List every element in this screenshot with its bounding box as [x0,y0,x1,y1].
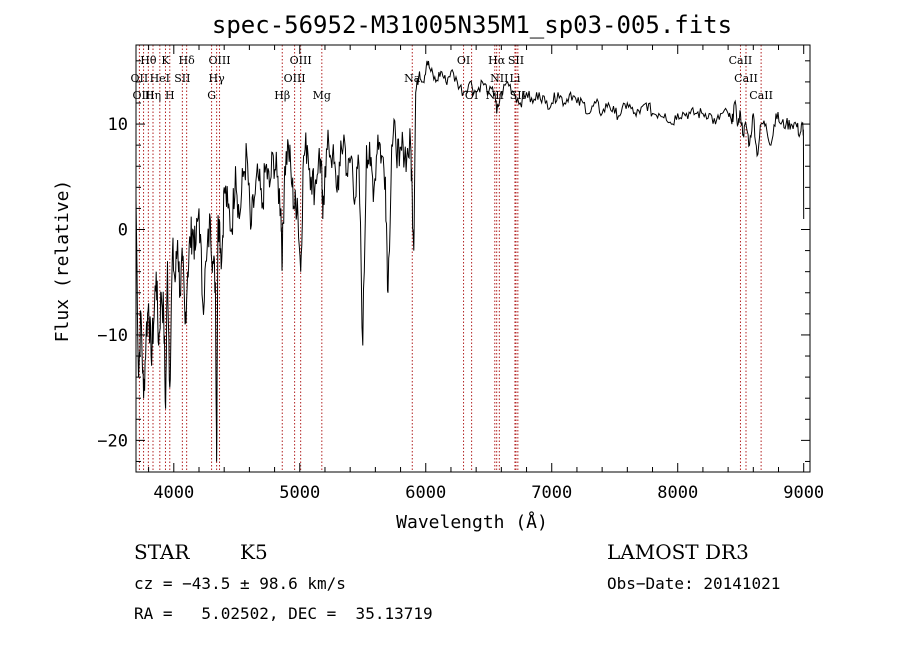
obs-date: Obs−Date: 20141021 [607,574,780,593]
plot-frame [135,44,811,473]
x-tick-label: 4000 [153,483,194,503]
spectral-line-label: CaII [734,72,758,85]
spectral-line-label: NII [490,72,508,85]
spectral-line-label: G [207,89,216,102]
spectral-line-label: OI [457,54,470,67]
spectral-line-label: HeI [150,72,170,85]
x-tick-label: 9000 [783,483,824,503]
x-tick-label: 7000 [531,483,572,503]
y-axis-title: Flux (relative) [52,180,73,343]
spectral-line-label: K [161,54,170,67]
spectral-line-label: Hγ [209,72,226,85]
spectral-line-label: OIII [133,89,155,102]
spectral-line-label: Mg [313,89,331,102]
survey-name: LAMOST DR3 [607,540,749,564]
redshift-text: cz = −43.5 ± 98.6 km/s [134,574,346,593]
y-tick-label: −20 [97,431,128,451]
spectral-line-labels: Hθ OII OIII K HeI Hη SII H Hδ OIII Hγ G OIII OIII Hβ Mg… [131,54,773,102]
object-class: STAR [134,540,190,564]
spectral-line-label: CaII [749,89,773,102]
spectrum-line [135,60,805,462]
spectral-line-label: Hα [488,54,506,67]
spectral-line-label: Hθ [140,54,157,67]
object-subclass: K5 [240,540,268,564]
y-tick-label: 10 [108,115,128,135]
axis-tick-labels: 4000 5000 6000 7000 8000 9000 −20 −10 0 10 [97,115,824,503]
x-axis-title: Wavelength (Å) [396,511,548,533]
x-tick-label: 6000 [405,483,446,503]
spectral-line-label: SII [508,54,524,67]
spectral-line-label: Li [510,72,521,85]
coordinates-text: RA = 5.02502, DEC = 35.13719 [134,604,433,623]
spectral-line-label: OIII [290,54,312,67]
x-tick-label: 8000 [657,483,698,503]
axis-ticks [136,45,810,472]
spectral-line-label: SII [174,72,190,85]
spectral-line-label: H [165,89,175,102]
spectral-line-label: OI [465,89,478,102]
spectral-line-label: Hδ [179,54,196,67]
spectral-line-label: OII [131,72,149,85]
spectral-line-label: OIII [284,72,306,85]
spectral-line-markers [138,45,762,472]
spectral-line-label: CaII [729,54,753,67]
x-tick-label: 5000 [279,483,320,503]
spectral-line-label: Hη [145,89,161,102]
chart-title: spec-56952-M31005N35M1_sp03-005.fits [212,11,732,39]
spectral-line-label: Hβ [274,89,290,102]
y-tick-label: −10 [97,326,128,346]
y-tick-label: 0 [118,221,128,241]
spectrum-series [135,60,805,462]
spectral-line-label: OIII [208,54,230,67]
